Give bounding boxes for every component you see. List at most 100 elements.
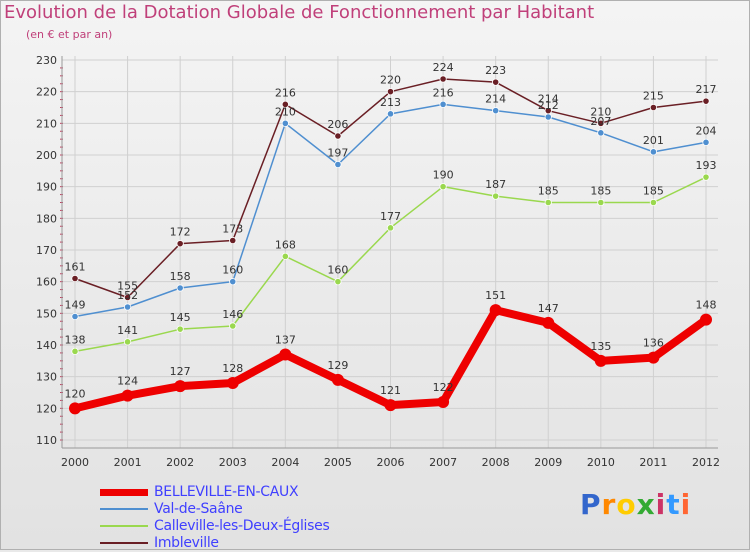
x-tick-label: 2000 xyxy=(61,456,89,469)
data-point xyxy=(71,347,79,355)
x-tick-label: 2001 xyxy=(114,456,142,469)
data-point xyxy=(597,119,605,127)
data-point xyxy=(386,224,395,232)
data-label: 138 xyxy=(65,333,86,346)
y-tick-label: 230 xyxy=(36,54,57,67)
data-point xyxy=(492,78,500,86)
data-point xyxy=(386,88,395,96)
data-point xyxy=(649,148,658,156)
y-tick-label: 120 xyxy=(36,402,57,415)
data-label: 155 xyxy=(117,280,138,293)
data-label: 149 xyxy=(65,299,86,312)
data-point xyxy=(700,313,712,326)
data-point xyxy=(489,304,502,317)
data-label: 185 xyxy=(590,185,611,198)
data-label: 168 xyxy=(275,238,296,251)
data-label: 190 xyxy=(433,169,454,182)
data-label: 210 xyxy=(275,105,296,118)
logo-letter: o xyxy=(616,488,637,521)
data-point xyxy=(229,236,237,245)
data-label: 121 xyxy=(380,384,401,397)
data-label: 124 xyxy=(117,375,138,388)
data-label: 122 xyxy=(433,381,454,394)
data-point xyxy=(229,278,237,286)
data-point xyxy=(176,284,184,292)
data-point xyxy=(229,322,237,330)
y-tick-label: 210 xyxy=(36,117,57,130)
data-label: 214 xyxy=(485,93,506,106)
data-label: 220 xyxy=(380,74,401,87)
logo-letter: x xyxy=(636,488,656,521)
data-point xyxy=(702,173,710,181)
data-point xyxy=(492,107,500,115)
y-tick-label: 170 xyxy=(36,244,57,257)
x-tick-label: 2007 xyxy=(429,456,457,469)
data-point xyxy=(647,351,660,364)
legend-swatch xyxy=(100,542,148,544)
data-label: 120 xyxy=(65,387,86,400)
data-label: 217 xyxy=(696,83,717,96)
y-tick-label: 200 xyxy=(36,149,57,162)
data-label: 127 xyxy=(170,365,191,378)
y-tick-label: 130 xyxy=(36,371,57,384)
data-point xyxy=(174,380,187,393)
data-point xyxy=(123,303,132,311)
data-label: 137 xyxy=(275,334,296,347)
data-point xyxy=(281,100,289,108)
data-label: 216 xyxy=(275,86,296,99)
data-point xyxy=(121,389,134,402)
data-point xyxy=(542,316,555,329)
data-label: 141 xyxy=(117,324,138,337)
data-label: 215 xyxy=(643,90,664,103)
legend-swatch xyxy=(100,508,148,510)
chart-title: Evolution de la Dotation Globale de Fonc… xyxy=(4,2,595,23)
data-point xyxy=(123,338,132,346)
data-label: 177 xyxy=(380,210,401,223)
logo-letter: P xyxy=(580,488,602,521)
data-point xyxy=(279,348,292,361)
y-tick-label: 140 xyxy=(36,339,57,352)
data-point xyxy=(176,240,184,248)
legend-label: Val-de-Saâne xyxy=(154,501,243,517)
y-tick-label: 110 xyxy=(36,434,57,447)
data-label: 210 xyxy=(590,105,611,118)
data-point xyxy=(71,274,79,283)
data-point xyxy=(281,252,289,260)
data-point xyxy=(386,110,395,118)
logo-letter: i xyxy=(655,488,667,521)
data-label: 172 xyxy=(170,226,191,239)
data-label: 214 xyxy=(538,93,559,106)
data-label: 216 xyxy=(433,86,454,99)
logo-letter: r xyxy=(601,488,617,521)
data-label: 224 xyxy=(433,61,454,74)
data-label: 148 xyxy=(696,299,717,312)
data-point xyxy=(439,183,447,191)
data-label: 193 xyxy=(696,159,717,172)
data-label: 207 xyxy=(590,115,611,128)
x-tick-label: 2009 xyxy=(534,456,562,469)
data-label: 160 xyxy=(327,264,348,277)
data-point xyxy=(439,75,447,83)
data-point xyxy=(384,399,397,412)
y-tick-label: 190 xyxy=(36,181,57,194)
x-tick-label: 2004 xyxy=(271,456,299,469)
data-label: 201 xyxy=(643,134,664,147)
data-label: 146 xyxy=(222,308,243,321)
data-label: 161 xyxy=(65,261,86,274)
data-point xyxy=(334,132,342,140)
y-tick-label: 150 xyxy=(36,307,57,320)
data-label: 135 xyxy=(590,340,611,353)
logo-letter: i xyxy=(680,488,692,521)
data-point xyxy=(123,293,132,302)
data-label: 160 xyxy=(222,264,243,277)
data-point xyxy=(649,198,658,207)
legend-label: Calleville-les-Deux-Églises xyxy=(154,518,330,534)
x-tick-label: 2006 xyxy=(377,456,405,469)
data-point xyxy=(702,138,710,146)
data-point xyxy=(594,354,607,367)
y-tick-label: 160 xyxy=(36,276,57,289)
data-label: 185 xyxy=(643,185,664,198)
legend-swatch xyxy=(100,525,148,527)
logo-letter: t xyxy=(666,488,681,521)
data-label: 136 xyxy=(643,337,664,350)
